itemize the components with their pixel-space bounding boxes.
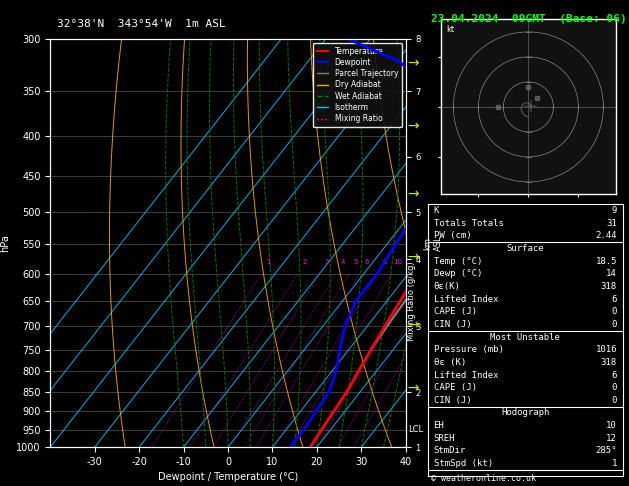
- Text: 23.04.2024  09GMT  (Base: 06): 23.04.2024 09GMT (Base: 06): [431, 14, 626, 24]
- Text: 10: 10: [394, 260, 403, 265]
- Text: →: →: [407, 188, 418, 201]
- Text: © weatheronline.co.uk: © weatheronline.co.uk: [431, 474, 536, 483]
- Text: 285°: 285°: [596, 447, 617, 455]
- Text: Lifted Index: Lifted Index: [433, 295, 498, 304]
- Text: Temp (°C): Temp (°C): [433, 257, 482, 265]
- Y-axis label: km
ASL: km ASL: [423, 235, 443, 251]
- Text: 9: 9: [611, 206, 617, 215]
- Text: →: →: [407, 56, 418, 70]
- Text: Mixing Ratio (g/kg): Mixing Ratio (g/kg): [408, 261, 416, 341]
- Text: 31: 31: [606, 219, 617, 227]
- Text: Most Unstable: Most Unstable: [490, 332, 560, 342]
- Text: 8: 8: [382, 260, 386, 265]
- Text: kt: kt: [446, 25, 454, 34]
- Text: 0: 0: [611, 320, 617, 329]
- Text: Surface: Surface: [506, 244, 544, 253]
- Text: StmSpd (kt): StmSpd (kt): [433, 459, 493, 468]
- Text: PW (cm): PW (cm): [433, 231, 471, 240]
- Text: 5: 5: [353, 260, 358, 265]
- Text: 14: 14: [606, 269, 617, 278]
- Text: 32°38'N  343°54'W  1m ASL: 32°38'N 343°54'W 1m ASL: [57, 19, 225, 29]
- Text: K: K: [433, 206, 439, 215]
- Text: EH: EH: [433, 421, 444, 430]
- Text: 318: 318: [601, 358, 617, 367]
- Text: CIN (J): CIN (J): [433, 396, 471, 405]
- Text: 0: 0: [611, 383, 617, 392]
- Text: 318: 318: [601, 282, 617, 291]
- Text: CAPE (J): CAPE (J): [433, 383, 477, 392]
- Text: Hodograph: Hodograph: [501, 409, 549, 417]
- Text: Lifted Index: Lifted Index: [433, 370, 498, 380]
- Text: 2: 2: [303, 260, 307, 265]
- Legend: Temperature, Dewpoint, Parcel Trajectory, Dry Adiabat, Wet Adiabat, Isotherm, Mi: Temperature, Dewpoint, Parcel Trajectory…: [313, 43, 402, 127]
- Text: LCL: LCL: [408, 425, 423, 434]
- Text: 1: 1: [611, 459, 617, 468]
- Text: StmDir: StmDir: [433, 447, 466, 455]
- Text: Dewp (°C): Dewp (°C): [433, 269, 482, 278]
- Text: 6: 6: [611, 370, 617, 380]
- Text: 0: 0: [611, 307, 617, 316]
- Text: θε(K): θε(K): [433, 282, 460, 291]
- Text: 4: 4: [341, 260, 345, 265]
- Text: 2.44: 2.44: [596, 231, 617, 240]
- Text: 6: 6: [611, 295, 617, 304]
- Text: 10: 10: [606, 421, 617, 430]
- Text: 3: 3: [325, 260, 329, 265]
- Text: →: →: [407, 319, 418, 332]
- Text: 18.5: 18.5: [596, 257, 617, 265]
- Text: 6: 6: [365, 260, 369, 265]
- X-axis label: Dewpoint / Temperature (°C): Dewpoint / Temperature (°C): [158, 472, 298, 483]
- Text: 0: 0: [611, 396, 617, 405]
- Text: →: →: [407, 251, 418, 264]
- Text: θε (K): θε (K): [433, 358, 466, 367]
- Text: Pressure (mb): Pressure (mb): [433, 345, 503, 354]
- Text: →: →: [407, 120, 418, 133]
- Text: CIN (J): CIN (J): [433, 320, 471, 329]
- Text: →: →: [407, 382, 418, 396]
- Text: Totals Totals: Totals Totals: [433, 219, 503, 227]
- Text: 1016: 1016: [596, 345, 617, 354]
- Text: CAPE (J): CAPE (J): [433, 307, 477, 316]
- Text: 12: 12: [606, 434, 617, 443]
- Text: SREH: SREH: [433, 434, 455, 443]
- Y-axis label: hPa: hPa: [1, 234, 11, 252]
- Text: 1: 1: [266, 260, 271, 265]
